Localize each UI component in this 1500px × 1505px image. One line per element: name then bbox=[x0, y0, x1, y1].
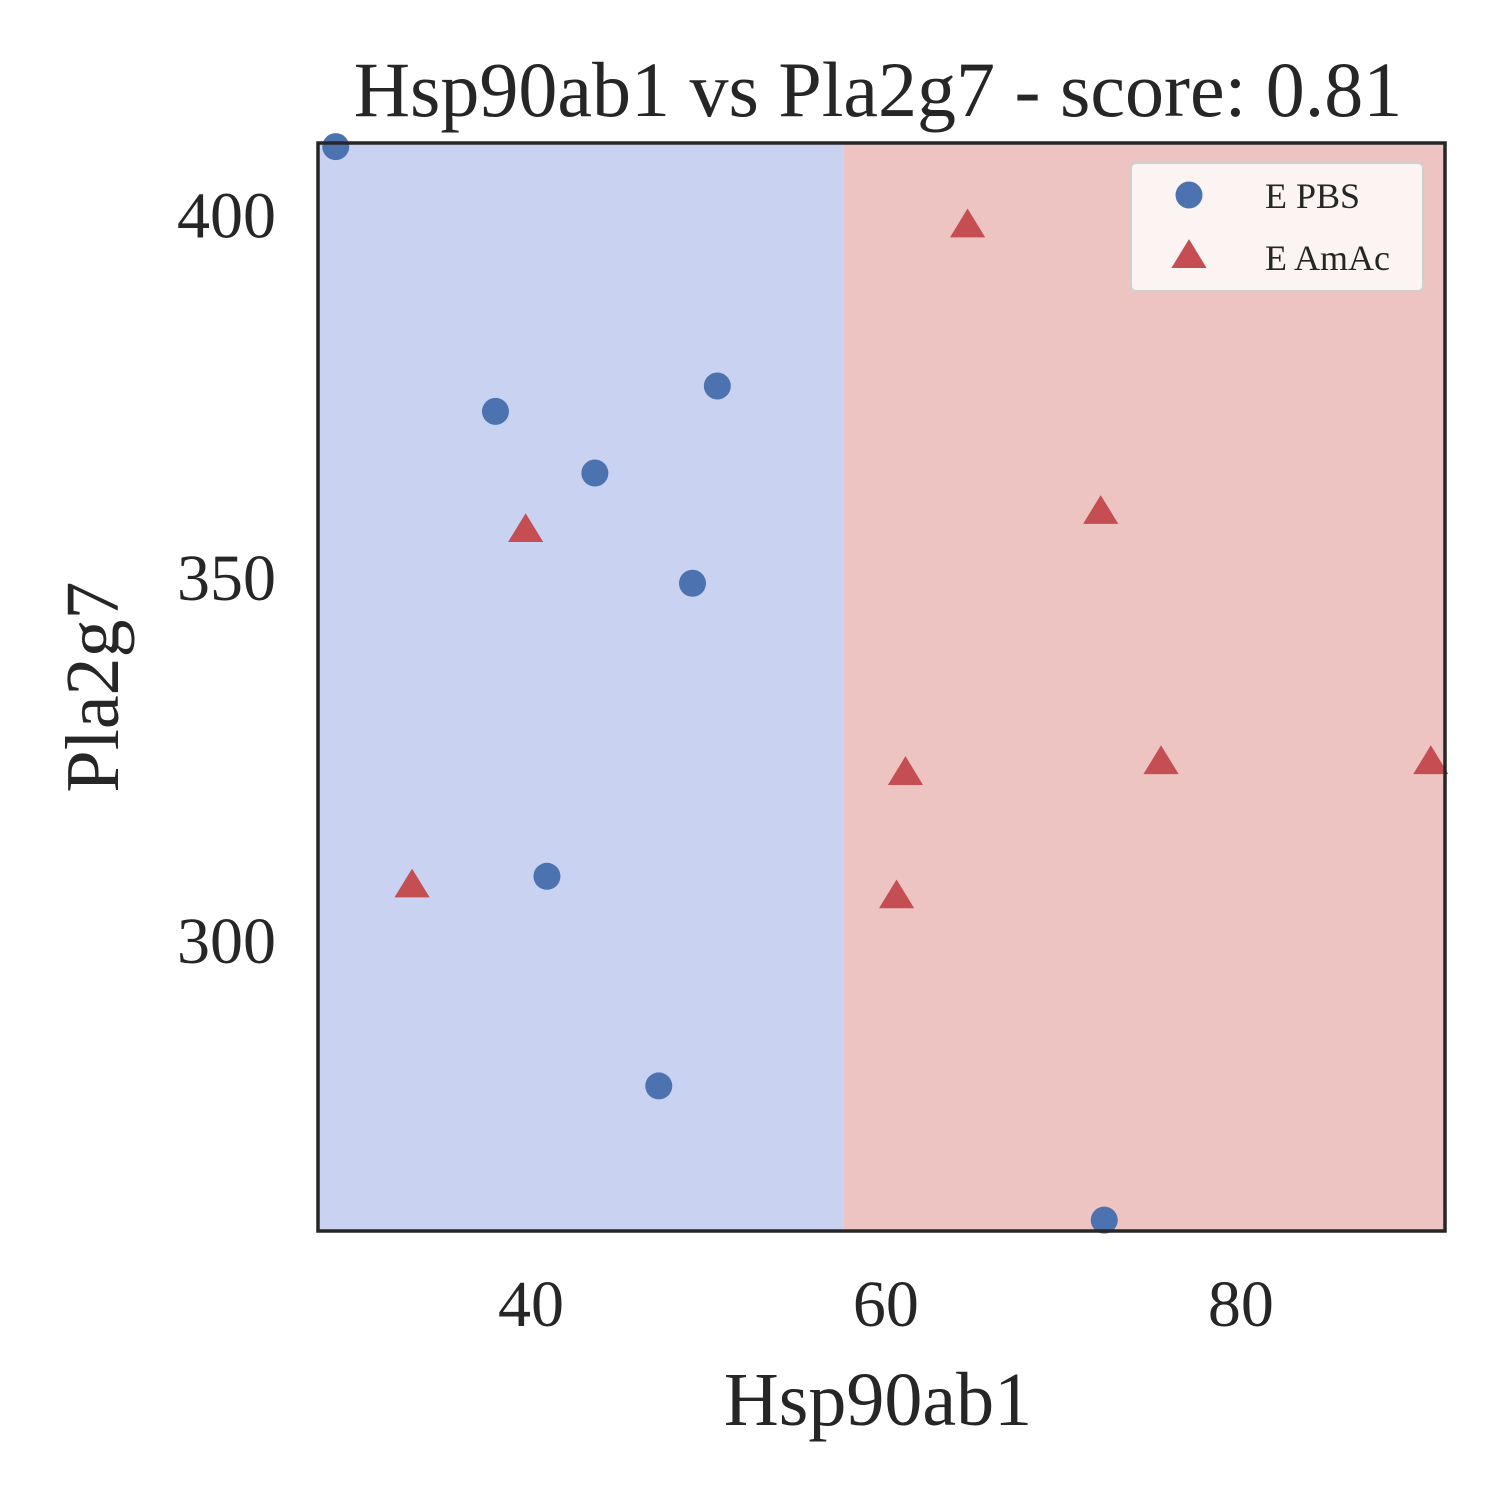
data-point-circle bbox=[645, 1072, 673, 1100]
data-point-triangle bbox=[1413, 745, 1449, 775]
plot-frame bbox=[316, 141, 1447, 1233]
data-point-circle bbox=[481, 397, 509, 425]
data-point-circle bbox=[703, 372, 731, 400]
data-point-triangle bbox=[878, 879, 915, 909]
y-tick-label: 300 bbox=[177, 905, 276, 978]
decision-region-e-amac bbox=[843, 143, 1445, 1231]
decision-region-e-pbs bbox=[318, 143, 844, 1231]
legend-box bbox=[1130, 162, 1424, 292]
data-point-circle bbox=[581, 459, 609, 487]
data-point-circle bbox=[533, 862, 561, 890]
legend-marker-circle bbox=[1175, 181, 1203, 209]
data-point-circle bbox=[678, 569, 706, 597]
y-tick-label: 400 bbox=[177, 180, 276, 253]
chart-title: Hsp90ab1 vs Pla2g7 - score: 0.81 bbox=[354, 46, 1403, 133]
data-point-triangle bbox=[949, 208, 986, 238]
data-point-circle bbox=[1090, 1206, 1118, 1234]
y-tick-label: 350 bbox=[177, 542, 276, 615]
x-tick-label: 60 bbox=[853, 1268, 919, 1341]
decision-regions bbox=[318, 143, 1445, 1231]
data-points bbox=[322, 133, 1449, 1234]
x-tick-label: 80 bbox=[1208, 1268, 1274, 1341]
x-tick-label: 40 bbox=[498, 1268, 564, 1341]
legend: E PBS E AmAc bbox=[1130, 162, 1424, 292]
data-point-triangle bbox=[887, 756, 924, 785]
x-axis-label: Hsp90ab1 bbox=[724, 1358, 1032, 1442]
legend-label: E AmAc bbox=[1265, 238, 1390, 278]
data-point-triangle bbox=[1083, 495, 1119, 524]
axis-ticks: 40 60 80 300 350 400 bbox=[177, 180, 1274, 1341]
data-point-triangle bbox=[508, 513, 544, 542]
legend-label: E PBS bbox=[1265, 176, 1360, 216]
y-axis-label: Pla2g7 bbox=[51, 581, 135, 792]
data-point-triangle bbox=[394, 868, 430, 898]
legend-marker-triangle bbox=[1171, 239, 1207, 268]
data-point-triangle bbox=[1143, 745, 1179, 775]
data-point-circle bbox=[322, 133, 350, 161]
